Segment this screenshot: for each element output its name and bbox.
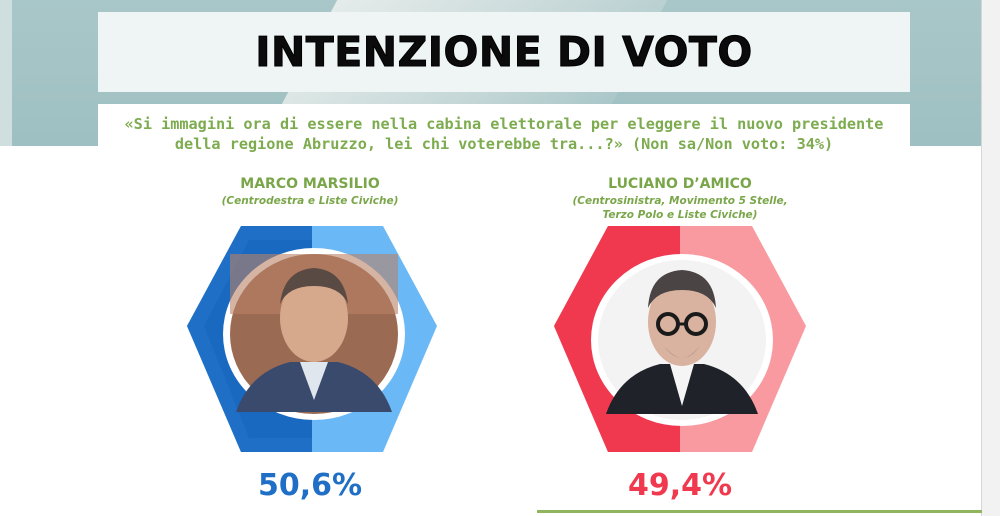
question-text: «Si immagini ora di essere nella cabina … bbox=[98, 114, 910, 154]
coalition-line: (Centrosinistra, Movimento 5 Stelle, bbox=[572, 195, 788, 207]
left-edge bbox=[0, 0, 12, 146]
question-box: «Si immagini ora di essere nella cabina … bbox=[98, 104, 910, 160]
candidate-coalition-damico: (Centrosinistra, Movimento 5 Stelle, Ter… bbox=[550, 194, 810, 222]
coalition-line: (Centrodestra e Liste Civiche) bbox=[221, 195, 399, 207]
candidate-photo-icon bbox=[591, 254, 773, 426]
bottom-divider bbox=[537, 510, 982, 513]
coalition-line: Terzo Polo e Liste Civiche) bbox=[602, 209, 758, 221]
candidate-name-marsilio: MARCO MARSILIO bbox=[240, 176, 380, 192]
page-title: INTENZIONE DI VOTO bbox=[255, 28, 753, 77]
right-scroll-edge bbox=[981, 0, 1000, 516]
percent-marsilio: 50,6% bbox=[257, 468, 363, 503]
percent-damico: 49,4% bbox=[627, 468, 733, 503]
question-line-2: della regione Abruzzo, lei chi voterebbe… bbox=[174, 135, 834, 153]
title-box: INTENZIONE DI VOTO bbox=[98, 12, 910, 92]
candidate-coalition-marsilio: (Centrodestra e Liste Civiche) bbox=[180, 194, 440, 208]
candidate-photo-icon bbox=[223, 248, 405, 420]
candidate-name-damico: LUCIANO D’AMICO bbox=[608, 176, 752, 192]
question-line-1: «Si immagini ora di essere nella cabina … bbox=[124, 115, 884, 133]
